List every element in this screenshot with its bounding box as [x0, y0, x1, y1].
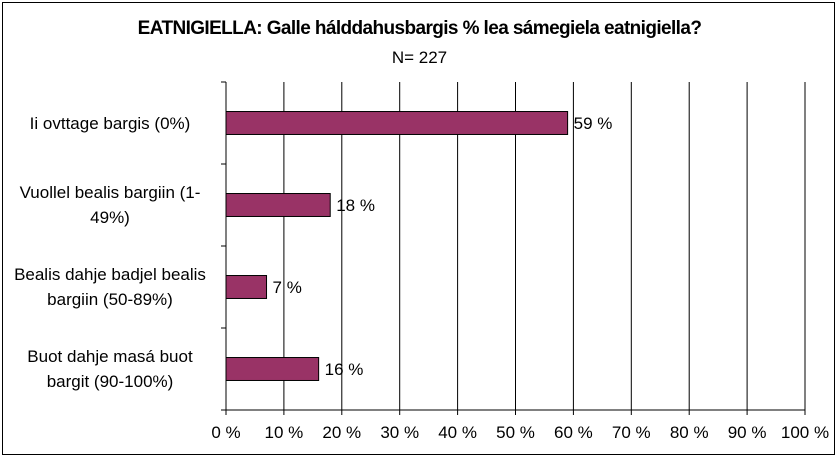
- data-label: 16 %: [325, 360, 364, 379]
- chart-title: EATNIGIELLA: Galle hálddahusbargis % lea…: [137, 18, 702, 39]
- category-label: Buot dahje masá buot bargit (90-100%): [5, 344, 215, 394]
- x-tick-label: 20 %: [322, 423, 361, 442]
- x-tick-label: 90 %: [728, 423, 767, 442]
- category-label-line: bargiin (50-89%): [47, 290, 173, 309]
- data-label: 18 %: [336, 196, 375, 215]
- x-tick-label: 100 %: [781, 423, 829, 442]
- bar: [225, 193, 331, 217]
- chart-subtitle: N= 227: [391, 48, 448, 67]
- x-tick-label: 0 %: [211, 423, 240, 442]
- x-tick-label: 30 %: [380, 423, 419, 442]
- category-label-line: 49%): [90, 208, 130, 227]
- category-label: Ii ovttage bargis (0%): [5, 111, 215, 136]
- x-tick-label: 80 %: [670, 423, 709, 442]
- category-label: Vuollel bealis bargiin (1- 49%): [5, 180, 215, 230]
- x-tick-label: 70 %: [612, 423, 651, 442]
- bar: [225, 111, 569, 135]
- x-tick-label: 40 %: [438, 423, 477, 442]
- x-tick-label: 50 %: [496, 423, 535, 442]
- data-label: 7 %: [273, 278, 302, 297]
- category-label-line: Bealis dahje badjel bealis: [14, 265, 206, 284]
- bar: [225, 357, 320, 381]
- category-label: Bealis dahje badjel bealis bargiin (50-89…: [5, 262, 215, 312]
- category-label-line: Ii ovttage bargis (0%): [29, 113, 191, 133]
- category-label-line: Buot dahje masá buot: [27, 347, 193, 366]
- category-label-line: bargit (90-100%): [46, 372, 174, 391]
- bar: [225, 275, 268, 299]
- x-tick-label: 60 %: [554, 423, 593, 442]
- x-tick-label: 10 %: [265, 423, 304, 442]
- chart-frame: [2, 2, 835, 455]
- data-label: 59 %: [574, 114, 613, 133]
- category-label-line: Vuollel bealis bargiin (1-: [19, 183, 201, 202]
